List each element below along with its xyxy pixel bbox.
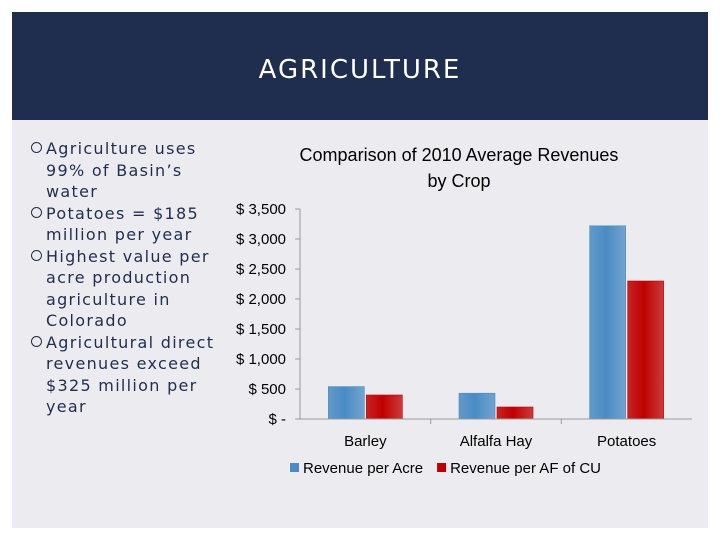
circle-bullet-icon — [31, 335, 42, 347]
y-tick-label: $ 1,500 — [236, 321, 286, 338]
x-axis: Barley Alfalfa Hay Potatoes — [300, 418, 692, 450]
y-tick-label: $ 2,000 — [236, 291, 286, 308]
bar-revenue-per-acre-potatoes — [589, 225, 626, 420]
chart-title-line-1: Comparison of 2010 Average Revenues — [300, 145, 619, 165]
x-category-label: Potatoes — [597, 433, 656, 450]
bar-revenue-per-acre-barley — [328, 386, 365, 420]
y-tick-label: $ 1,000 — [236, 351, 286, 368]
legend-label: Revenue per Acre — [303, 460, 423, 477]
bullet-item: Agriculture uses 99% of Basin’s water — [30, 138, 220, 203]
slide-title: AGRICULTURE — [258, 55, 462, 85]
bullet-text: Potatoes = $185 million per year — [46, 203, 199, 245]
bullet-item: Highest value per acre production agricu… — [30, 246, 220, 332]
bullet-text: Highest value per acre production agricu… — [46, 246, 210, 331]
y-tick-label: $ 2,500 — [236, 261, 286, 278]
bullet-item: Agricultural direct revenues exceed $325… — [30, 332, 220, 418]
circle-bullet-icon — [31, 249, 42, 261]
y-tick-label: $ 500 — [248, 381, 286, 398]
bar-revenue-per-af-alfalfa-hay — [496, 406, 534, 420]
revenue-bar-chart: Comparison of 2010 Average Revenues by C… — [236, 145, 692, 477]
legend: Revenue per Acre Revenue per AF of CU — [290, 460, 601, 477]
y-tick-label: $ - — [268, 411, 286, 428]
bullet-list: Agriculture uses 99% of Basin’s water Po… — [30, 138, 220, 418]
bar-series — [328, 225, 664, 420]
title-band — [12, 12, 708, 120]
bullet-text: Agricultural direct revenues exceed $325… — [46, 332, 215, 417]
circle-bullet-icon — [31, 142, 42, 153]
x-category-label: Barley — [344, 433, 387, 450]
bar-revenue-per-af-potatoes — [627, 280, 664, 420]
legend-swatch — [437, 463, 447, 472]
circle-bullet-icon — [31, 206, 42, 218]
bar-revenue-per-acre-alfalfa-hay — [458, 392, 496, 420]
y-tick-label: $ 3,000 — [236, 231, 286, 248]
y-tick-label: $ 3,500 — [236, 201, 286, 218]
y-axis: $ - $ 500 $ 1,000 $ 1,500 $ 2,000 $ 2,500 $ 3,… — [236, 201, 301, 428]
chart-panel: Comparison of 2010 Average Revenues by C… — [220, 131, 702, 498]
chart-title-line-2: by Crop — [427, 171, 490, 191]
legend-label: Revenue per AF of CU — [450, 460, 601, 477]
bar-revenue-per-af-barley — [366, 394, 403, 420]
bullet-item: Potatoes = $185 million per year — [30, 203, 220, 246]
x-category-label: Alfalfa Hay — [460, 433, 533, 450]
bullet-text: Agriculture uses 99% of Basin’s water — [46, 139, 197, 201]
legend-swatch — [290, 463, 299, 472]
